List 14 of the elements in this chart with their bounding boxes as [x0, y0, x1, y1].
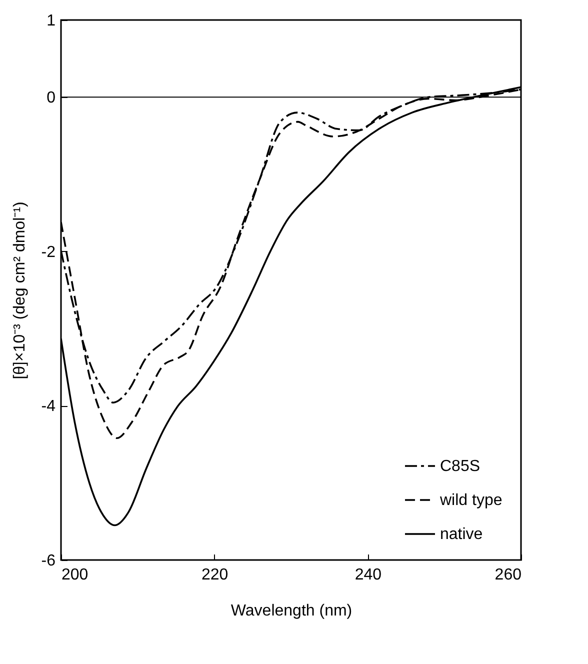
y-tick-label: 0: [46, 90, 56, 107]
y-axis-title: [θ]×10⁻³ (deg cm² dmol⁻¹): [11, 202, 28, 380]
legend-label: wild type: [439, 492, 502, 509]
x-tick-label: 220: [201, 566, 228, 584]
x-tick-label: 260: [494, 566, 522, 584]
x-tick-label: 240: [354, 566, 382, 584]
x-axis-title: Wavelength (nm): [230, 602, 352, 620]
y-tick-label: -4: [41, 398, 56, 416]
y-tick-label: 1: [46, 12, 56, 30]
x-tick-label: 200: [62, 566, 88, 584]
legend-label: C85S: [440, 458, 480, 475]
y-tick-label: -2: [41, 244, 56, 261]
y-tick-label: -6: [41, 552, 56, 570]
legend-label: native: [440, 526, 483, 543]
